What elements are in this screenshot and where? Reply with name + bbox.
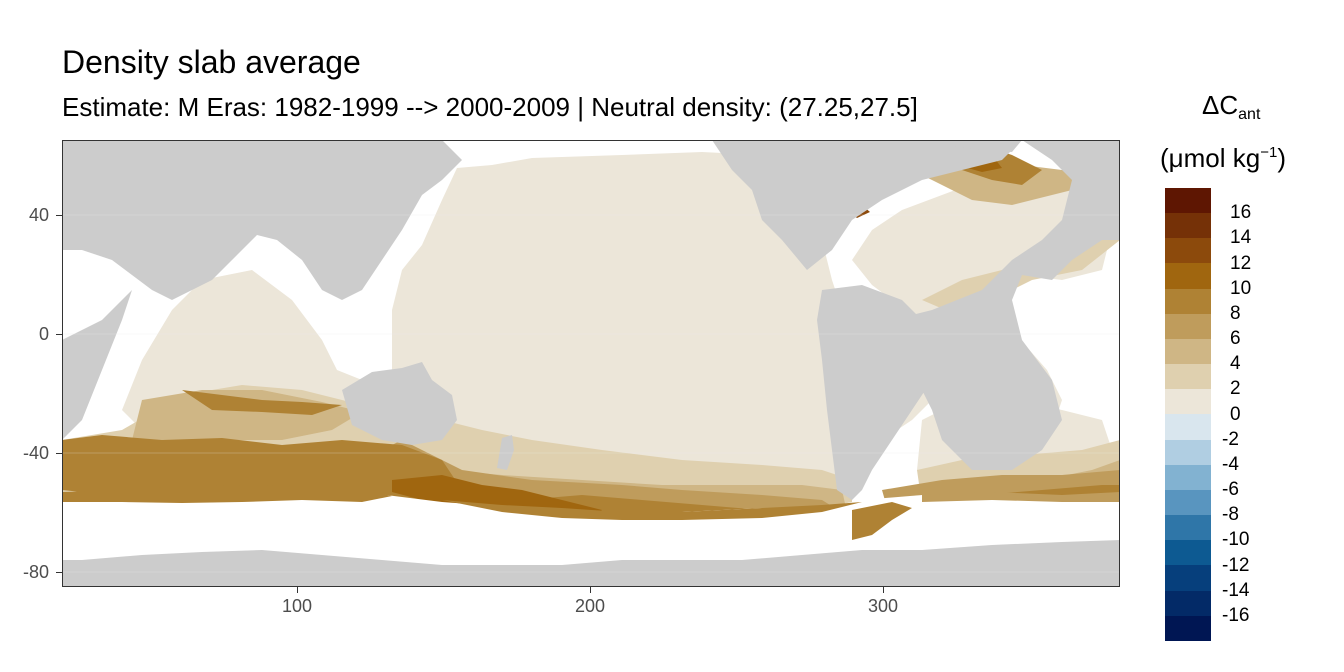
x-tick-label-200: 200 xyxy=(575,596,605,616)
legend-title-line1: ΔCant xyxy=(1202,90,1260,130)
legend-swatch xyxy=(1165,389,1211,414)
legend-swatch xyxy=(1165,213,1211,238)
legend-unit-end: ) xyxy=(1277,143,1286,173)
legend-swatch xyxy=(1165,414,1211,439)
legend-title-main: ΔC xyxy=(1202,90,1238,120)
legend-label: 14 xyxy=(1230,228,1251,248)
legend-label: -4 xyxy=(1222,455,1239,475)
y-tick-40 xyxy=(56,215,62,216)
y-tick-m40 xyxy=(56,453,62,454)
legend-title-line2: (μmol kg−1) xyxy=(1160,138,1286,173)
legend-label: -12 xyxy=(1222,556,1249,576)
legend-labels: 16 14 12 10 8 6 4 2 0 -2 -4 -6 -8 -10 -12 -14 -16 xyxy=(1222,188,1282,641)
y-tick-m80 xyxy=(56,572,62,573)
legend-label: -6 xyxy=(1222,480,1239,500)
legend-label: 4 xyxy=(1230,354,1241,374)
legend-label: 2 xyxy=(1230,379,1241,399)
legend-swatch xyxy=(1165,188,1211,213)
legend-swatch xyxy=(1165,314,1211,339)
legend-label: 6 xyxy=(1230,329,1241,349)
legend-label: -2 xyxy=(1222,430,1239,450)
legend-swatch xyxy=(1165,515,1211,540)
legend-swatch xyxy=(1165,465,1211,490)
map-subtitle: Estimate: M Eras: 1982-1999 --> 2000-200… xyxy=(62,90,918,124)
x-tick-100 xyxy=(297,587,298,593)
legend-colorbar xyxy=(1165,188,1211,641)
legend-swatch xyxy=(1165,238,1211,263)
legend-label: -14 xyxy=(1222,581,1249,601)
y-tick-label-40: 40 xyxy=(29,205,49,225)
legend-label: -10 xyxy=(1222,530,1249,550)
legend-label: 16 xyxy=(1230,203,1251,223)
y-tick-label-m80: -80 xyxy=(23,562,49,582)
map-panel xyxy=(62,140,1120,587)
legend-swatch xyxy=(1165,490,1211,515)
y-tick-label-0: 0 xyxy=(39,324,49,344)
x-tick-300 xyxy=(883,587,884,593)
legend-swatch xyxy=(1165,616,1211,641)
legend-unit-main: (μmol kg xyxy=(1160,143,1260,173)
legend-swatch xyxy=(1165,565,1211,590)
map-title: Density slab average xyxy=(62,42,361,82)
y-tick-0 xyxy=(56,334,62,335)
legend-swatch xyxy=(1165,339,1211,364)
legend-label: -8 xyxy=(1222,505,1239,525)
legend-label: -16 xyxy=(1222,606,1249,626)
x-tick-200 xyxy=(590,587,591,593)
legend-swatch xyxy=(1165,540,1211,565)
legend-swatch xyxy=(1165,263,1211,288)
legend-title-sub: ant xyxy=(1238,106,1260,123)
x-tick-label-300: 300 xyxy=(868,596,898,616)
y-tick-label-m40: -40 xyxy=(23,443,49,463)
legend-swatch xyxy=(1165,591,1211,616)
x-tick-label-100: 100 xyxy=(282,596,312,616)
legend-label: 12 xyxy=(1230,254,1251,274)
legend-unit-sup: −1 xyxy=(1260,144,1277,161)
ocean-map xyxy=(62,140,1120,587)
legend-label: 10 xyxy=(1230,279,1251,299)
legend-label: 0 xyxy=(1230,405,1241,425)
legend-label: 8 xyxy=(1230,304,1241,324)
legend-swatch xyxy=(1165,364,1211,389)
legend-swatch xyxy=(1165,440,1211,465)
legend-swatch xyxy=(1165,289,1211,314)
